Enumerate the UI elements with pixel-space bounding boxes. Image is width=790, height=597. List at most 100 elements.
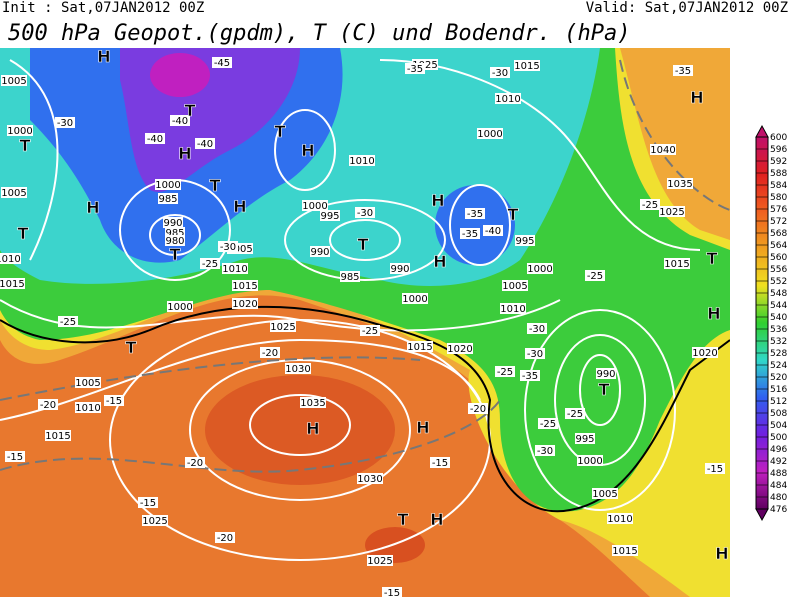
init-time: Init : Sat,07JAN2012 00Z — [2, 0, 204, 16]
temperature-label-box — [520, 370, 540, 381]
pressure-center: H — [690, 88, 703, 107]
temperature-label: -30 — [527, 349, 543, 360]
temperature-label: -30 — [492, 68, 508, 79]
colorbar-label: 572 — [770, 217, 787, 227]
pressure-label-box — [302, 200, 328, 211]
colorbar — [755, 136, 769, 510]
temperature-label-box — [360, 325, 380, 336]
temperature-label-box — [38, 399, 58, 410]
colorbar-label: 584 — [770, 181, 787, 191]
pressure-center: T — [275, 122, 286, 141]
pressure-label: 990 — [596, 369, 615, 380]
pressure-center: T — [20, 136, 31, 155]
pressure-label-box — [222, 263, 248, 274]
temperature-label: -45 — [214, 58, 230, 69]
temperature-label: -40 — [197, 139, 213, 150]
temperature-label-box — [355, 207, 375, 218]
pressure-label: 1015 — [0, 279, 25, 290]
temperature-label: -20 — [217, 533, 233, 544]
map-area — [0, 48, 730, 597]
pressure-label-box — [402, 293, 428, 304]
pressure-center: H — [306, 419, 319, 438]
temperature-label-box — [195, 138, 215, 149]
pressure-label-box — [596, 368, 616, 379]
colorbar-label: 516 — [770, 385, 787, 395]
pressure-label: 1015 — [514, 61, 539, 72]
temperature-label-box — [218, 241, 238, 252]
pressure-label: 1005 — [502, 281, 527, 292]
pressure-label: 1005 — [1, 188, 26, 199]
temperature-label: -30 — [537, 446, 553, 457]
temperature-label: -30 — [357, 208, 373, 219]
field-magenta — [150, 53, 210, 97]
pressure-label-box — [447, 343, 473, 354]
pressure-label-box — [577, 455, 603, 466]
pressure-label-box — [227, 243, 253, 254]
colorbar-label: 560 — [770, 253, 787, 263]
temperature-label: -25 — [202, 259, 218, 270]
pressure-label-box — [607, 513, 633, 524]
temperature-label: -20 — [262, 348, 278, 359]
pressure-label: 1015 — [407, 342, 432, 353]
temperature-label-box — [460, 228, 480, 239]
pressure-label: 1025 — [659, 207, 684, 218]
colorbar-label: 556 — [770, 265, 787, 275]
pressure-label-box — [1, 75, 27, 86]
colorbar-label: 512 — [770, 397, 787, 407]
pressure-label: 1005 — [75, 378, 100, 389]
pressure-label: 1000 — [7, 126, 32, 137]
temperature-label: -20 — [40, 400, 56, 411]
temperature-label: -40 — [147, 134, 163, 145]
colorbar-label: 500 — [770, 433, 787, 443]
temperature-label-box — [260, 347, 280, 358]
temperature-label-box — [468, 403, 488, 414]
pressure-label: 1010 — [349, 156, 374, 167]
pressure-label: 1015 — [664, 259, 689, 270]
colorbar-label: 564 — [770, 241, 787, 251]
temperature-label-box — [170, 115, 190, 126]
colorbar-label: 596 — [770, 145, 787, 155]
pressure-center: T — [126, 338, 137, 357]
pressure-label-box — [659, 206, 685, 217]
pressure-label-box — [1, 187, 27, 198]
pressure-label-box — [357, 473, 383, 484]
pressure-label: 1030 — [357, 474, 382, 485]
temperature-label-box — [55, 117, 75, 128]
temperature-label-box — [200, 258, 220, 269]
pressure-label: 1000 — [155, 180, 180, 191]
pressure-label-box — [320, 210, 340, 221]
pressure-label: 1010 — [607, 514, 632, 525]
temperature-label-box — [525, 348, 545, 359]
pressure-label: 1015 — [45, 431, 70, 442]
pressure-label-box — [167, 301, 193, 312]
pressure-label: 1020 — [232, 299, 257, 310]
pressure-label: 1000 — [477, 129, 502, 140]
field-red — [205, 375, 395, 485]
pressure-label-box — [692, 347, 718, 358]
temperature-label-box — [430, 457, 450, 468]
temperature-label: -35 — [675, 66, 691, 77]
pressure-label-box — [232, 298, 258, 309]
temperature-label-box — [215, 532, 235, 543]
temperature-label-box — [483, 225, 503, 236]
pressure-label-box — [300, 397, 326, 408]
colorbar-label: 476 — [770, 505, 787, 515]
pressure-label: 985 — [158, 194, 177, 205]
pressure-label-box — [477, 128, 503, 139]
pressure-label: 1005 — [227, 244, 252, 255]
temperature-label: -25 — [362, 326, 378, 337]
pressure-label: 1035 — [667, 179, 692, 190]
temperature-label-box — [5, 451, 25, 462]
pressure-label-box — [45, 430, 71, 441]
pressure-label: 980 — [165, 236, 184, 247]
colorbar-label: 484 — [770, 481, 787, 491]
colorbar-label: 504 — [770, 421, 787, 431]
pressure-center: T — [508, 205, 519, 224]
pressure-label-box — [310, 246, 330, 257]
pressure-label-box — [575, 433, 595, 444]
colorbar-label: 520 — [770, 373, 787, 383]
pressure-label-box — [612, 545, 638, 556]
temperature-label-box — [673, 65, 693, 76]
pressure-center: H — [431, 191, 444, 210]
temperature-label: -25 — [642, 200, 658, 211]
